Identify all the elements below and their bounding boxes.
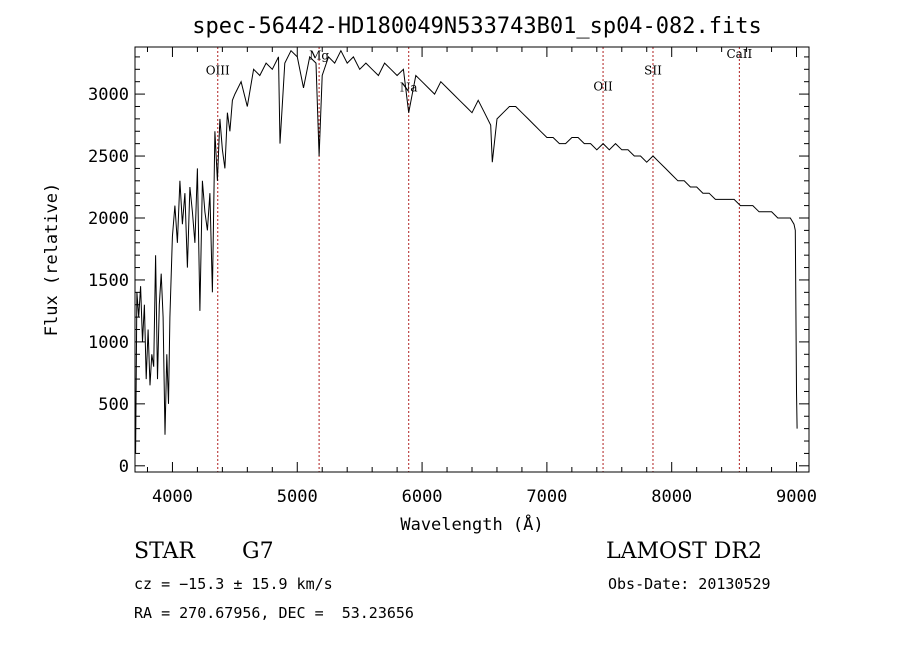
coordinates-text: RA = 270.67956, DEC = 53.23656: [134, 604, 414, 622]
obs-date-text: Obs-Date: 20130529: [608, 575, 771, 593]
plot-frame: [134, 46, 810, 473]
y-tick-label-4: 2000: [88, 209, 129, 229]
object-class: STAR: [134, 539, 195, 564]
marker-label-3: OII: [593, 79, 613, 93]
x-tick-label-1: 5000: [277, 487, 318, 507]
redshift-text: cz = −15.3 ± 15.9 km/s: [134, 575, 333, 593]
y-tick-label-0: 0: [119, 457, 129, 477]
x-tick-label-2: 6000: [402, 487, 443, 507]
y-tick-label-2: 1000: [88, 333, 129, 353]
x-tick-label-0: 4000: [152, 487, 193, 507]
x-tick-label-4: 8000: [651, 487, 692, 507]
object-subclass: G7: [242, 539, 274, 564]
spectrum-line: [135, 49, 798, 454]
marker-label-0: OIII: [206, 63, 230, 77]
marker-label-1: Mg: [309, 48, 329, 62]
survey-label: LAMOST DR2: [606, 539, 762, 564]
y-tick-label-3: 1500: [88, 271, 129, 291]
y-tick-label-1: 500: [98, 395, 129, 415]
y-axis-label: Flux (relative): [42, 183, 62, 337]
x-tick-label-3: 7000: [526, 487, 567, 507]
y-tick-label-5: 2500: [88, 147, 129, 167]
marker-label-5: CaII: [726, 47, 752, 61]
marker-label-4: SII: [644, 63, 662, 77]
x-axis-label: Wavelength (Å): [400, 513, 543, 535]
chart-title: spec-56442-HD180049N533743B01_sp04-082.f…: [192, 14, 762, 39]
y-tick-label-6: 3000: [88, 85, 129, 105]
x-tick-label-5: 9000: [776, 487, 817, 507]
